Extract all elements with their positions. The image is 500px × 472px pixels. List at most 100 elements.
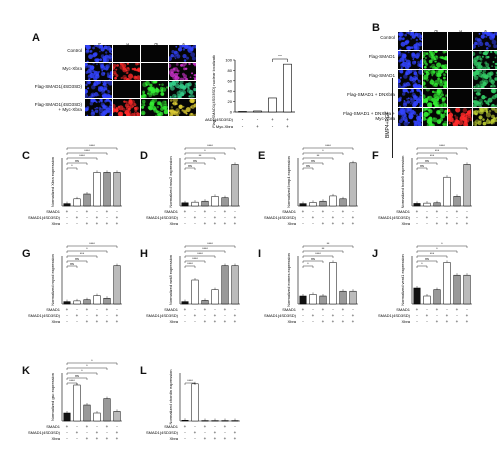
treatment-sign: + — [342, 209, 345, 214]
treatment-sign: + — [446, 313, 449, 318]
treatment-sign: + — [234, 313, 237, 318]
significance-marker: *** — [435, 149, 440, 153]
micrograph-tile — [168, 97, 199, 119]
treatment-sign: - — [194, 221, 196, 226]
significance-marker: **** — [187, 262, 193, 266]
significance-bracket — [184, 265, 196, 268]
micrograph-tile — [448, 51, 472, 69]
treatment-sign: + — [116, 313, 119, 318]
significance-bracket — [66, 362, 118, 365]
treatment-sign: - — [204, 430, 206, 435]
treatment-sign: + — [204, 436, 207, 441]
bar — [93, 295, 101, 305]
bar-chart-J: Normalized vent1 expression*****ns*SMAD1… — [378, 242, 472, 324]
bar-chart-E: Normalized bmp4 expression*******nsnsSMA… — [264, 144, 358, 226]
significance-bracket — [416, 167, 428, 170]
bar — [329, 262, 337, 305]
bar-chart-D: Normalized msx2 expression*******nsnsSMA… — [146, 144, 240, 226]
significance-marker: ns — [75, 159, 79, 163]
panel-letter-H: H — [140, 248, 148, 260]
treatment-sign: - — [116, 424, 118, 429]
significance-marker: **** — [84, 149, 90, 153]
treatment-sign: - — [312, 319, 314, 324]
treatment-sign: + — [446, 319, 449, 324]
treatment-sign: + — [234, 319, 237, 324]
treatment-sign: - — [332, 307, 334, 312]
micrograph-tile — [113, 81, 140, 98]
sign: - — [272, 124, 274, 129]
bar — [319, 200, 327, 207]
treatment-sign: - — [96, 424, 98, 429]
treatment-sign: + — [352, 319, 355, 324]
treatment-sign: - — [302, 319, 304, 324]
treatment-label: SMAD1 — [282, 307, 297, 312]
treatment-sign: + — [456, 319, 459, 324]
treatment-sign: + — [322, 209, 325, 214]
significance-marker: ns — [70, 262, 74, 266]
tick-label: 80 — [228, 68, 233, 73]
treatment-sign: + — [106, 436, 109, 441]
significance-bracket — [184, 382, 196, 385]
y-axis-label: Normalized bmp4 expression — [286, 156, 291, 208]
treatment-sign: + — [194, 430, 197, 435]
treatment-sign: + — [204, 221, 207, 226]
bar — [211, 196, 219, 207]
treatment-sign: - — [436, 313, 438, 318]
significance-marker: *** — [80, 252, 85, 256]
treatment-label: SMAD1 — [396, 307, 411, 312]
bar-chart-L: Normalized chordin expression ****SMAD1 + -… — [146, 370, 240, 441]
micrograph-tile — [141, 45, 168, 62]
treatment-label: Xbra — [52, 319, 61, 324]
treatment-sign: + — [234, 430, 237, 435]
treatment-sign: - — [116, 209, 118, 214]
bar — [453, 196, 461, 207]
treatment-label: Xbra — [288, 319, 297, 324]
micrograph-tile — [84, 43, 114, 63]
treatment-sign: - — [456, 313, 458, 318]
significance-bracket — [184, 152, 226, 155]
significance-marker: ** — [327, 242, 330, 246]
significance-marker: ns — [75, 374, 79, 378]
bar — [191, 279, 199, 305]
significance-bracket — [416, 255, 448, 258]
row-label: Myc-Xbra — [216, 124, 234, 129]
treatment-label: SMAD1(4SD3SD) — [28, 313, 61, 318]
treatment-sign: - — [184, 215, 186, 220]
treatment-sign: - — [342, 215, 344, 220]
treatment-sign: - — [106, 215, 108, 220]
treatment-sign: + — [224, 424, 227, 429]
bar — [349, 290, 357, 305]
sign: + — [286, 124, 289, 129]
significance-marker: **** — [89, 144, 95, 148]
treatment-sign: - — [352, 209, 354, 214]
treatment-sign: + — [106, 221, 109, 226]
micrograph-tile — [448, 70, 472, 88]
treatment-sign: + — [426, 215, 429, 220]
significance-marker: ns — [75, 257, 79, 261]
bar — [443, 176, 451, 207]
bar — [349, 162, 357, 207]
treatment-sign: - — [86, 313, 88, 318]
significance-marker: ** — [199, 154, 202, 158]
panel-B-bracket — [392, 78, 395, 158]
treatment-sign: + — [76, 430, 79, 435]
significance-bracket — [416, 147, 468, 150]
bar — [113, 265, 121, 305]
micrograph-tile — [166, 60, 198, 83]
treatment-label: Xbra — [52, 221, 61, 226]
treatment-sign: + — [332, 313, 335, 318]
treatment-sign: - — [312, 221, 314, 226]
treatment-sign: - — [466, 209, 468, 214]
significance-marker: ** — [322, 247, 325, 251]
bar — [93, 412, 101, 422]
treatment-label: SMAD1(4SD3SD) — [264, 313, 297, 318]
treatment-label: Xbra — [170, 221, 179, 226]
treatment-sign: + — [322, 307, 325, 312]
significance-bracket — [66, 265, 78, 268]
panel-letter-L: L — [140, 365, 147, 377]
treatment-sign: + — [456, 307, 459, 312]
treatment-sign: - — [204, 215, 206, 220]
sign: + — [286, 117, 289, 122]
treatment-sign: + — [214, 319, 217, 324]
treatment-sign: - — [66, 430, 68, 435]
